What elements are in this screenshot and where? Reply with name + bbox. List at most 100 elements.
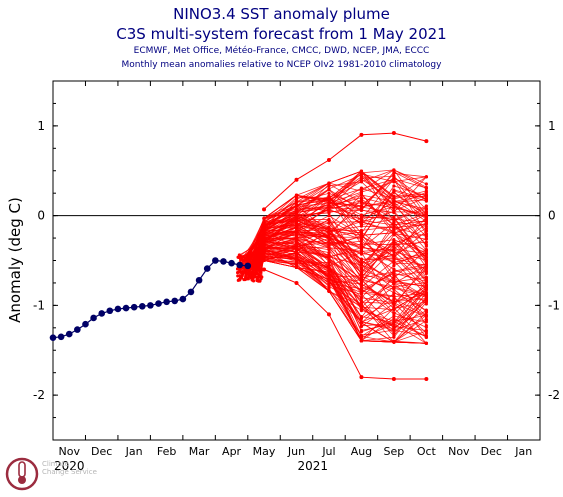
ensemble-point [392, 206, 396, 210]
ensemble-point [327, 266, 331, 271]
ensemble-point [294, 234, 299, 238]
ensemble-point [359, 205, 364, 209]
ensemble-point [327, 196, 331, 200]
ensemble-point [262, 246, 266, 250]
ensemble-point [359, 228, 364, 232]
ensemble-point [326, 312, 331, 317]
ensemble-point [391, 376, 396, 381]
x-tick-label: Dec [91, 445, 112, 458]
ensemble-point [392, 331, 396, 335]
observed-point [98, 310, 105, 317]
ensemble-point [424, 331, 428, 335]
ensemble-point [359, 171, 364, 175]
ensemble-point [424, 139, 429, 144]
ensemble-point [392, 200, 396, 204]
ensemble-point [294, 223, 299, 227]
ensemble-point [239, 276, 244, 280]
observed-point [163, 298, 170, 306]
ensemble-point [327, 210, 331, 215]
ensemble-point [327, 240, 331, 244]
ensemble-point [424, 284, 428, 288]
ensemble-point [424, 313, 428, 317]
ensemble-point [392, 301, 396, 306]
ensemble-point [359, 246, 364, 250]
x-tick-label: Jan [514, 445, 532, 458]
ensemble-point [327, 230, 331, 235]
ensemble-point [294, 193, 299, 197]
ensemble-point [327, 203, 331, 208]
ensemble-point [262, 229, 266, 233]
ensemble-point [424, 221, 428, 225]
ensemble-point [392, 273, 396, 277]
ensemble-point [392, 334, 396, 338]
ensemble-point [327, 217, 331, 222]
ensemble-point [392, 285, 396, 289]
ensemble-point [359, 298, 364, 302]
x-tick-label: Sep [384, 445, 405, 458]
ensemble-point [424, 175, 428, 179]
ensemble-point [424, 376, 429, 381]
observed-point [106, 307, 114, 315]
ensemble-point [327, 250, 331, 255]
y-axis-label: Anomaly (deg C) [6, 197, 24, 323]
ensemble-point [392, 203, 396, 207]
ensemble-point [359, 200, 364, 204]
ensemble-point [359, 220, 364, 224]
ensemble-point [392, 306, 396, 310]
ensemble-point [359, 272, 364, 276]
ensemble-point [424, 199, 428, 203]
x-tick-label: Nov [448, 445, 470, 458]
ensemble-point [424, 186, 428, 191]
ensemble-point [247, 269, 251, 273]
ensemble-point [424, 226, 428, 230]
ensemble-point [359, 266, 364, 271]
observed-point [171, 297, 179, 305]
ensemble-point [424, 272, 428, 276]
ensemble-point [294, 261, 299, 266]
ensemble-point [424, 324, 428, 328]
observed-point [90, 314, 97, 322]
ensemble-point [392, 253, 396, 257]
x-tick-label: Aug [351, 445, 372, 458]
x-tick-label: Feb [157, 445, 176, 458]
x-tick-label: Apr [222, 445, 242, 458]
ensemble-point [327, 244, 331, 248]
ensemble-point [294, 255, 299, 260]
ensemble-point [327, 284, 331, 289]
ensemble-point [294, 197, 299, 202]
ensemble-point [392, 282, 396, 286]
ensemble-point [294, 209, 299, 213]
ensemble-point [392, 316, 396, 321]
observed-line [52, 259, 248, 339]
ensemble-point [260, 275, 264, 279]
ensemble-point [294, 237, 299, 241]
ensemble-point [392, 249, 396, 253]
observed-point [82, 320, 89, 328]
ensemble-point [359, 315, 364, 319]
y-tick-label-right: -2 [548, 388, 560, 402]
ensemble-point [327, 191, 331, 195]
copernicus-logo [5, 457, 39, 491]
ensemble-point [294, 245, 299, 249]
ensemble-point [424, 194, 428, 198]
ensemble-point [294, 265, 299, 270]
x-tick-label: Mar [189, 445, 210, 458]
ensemble-point [424, 335, 428, 339]
ensemble-point [327, 255, 331, 259]
ensemble-point [359, 186, 364, 190]
ensemble-point [392, 177, 396, 181]
ensemble-point [424, 182, 428, 186]
x-tick-label: Dec [481, 445, 502, 458]
observed-point [187, 288, 195, 296]
ensemble-point [391, 131, 396, 136]
ensemble-point [327, 182, 331, 186]
ensemble-point [359, 328, 364, 332]
ensemble-point [392, 258, 396, 262]
ensemble-point [359, 291, 364, 295]
ensemble-point [392, 217, 396, 221]
observed-point [228, 259, 235, 267]
ensemble-point [359, 236, 364, 240]
ensemble-point [424, 207, 428, 211]
year-label: 2020 [54, 459, 85, 473]
